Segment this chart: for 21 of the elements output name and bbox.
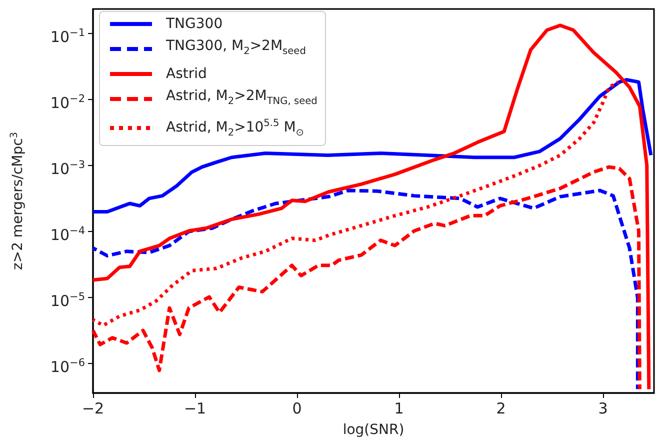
line-series [91,78,653,214]
y-tick-label: 10$^{−4}$ [50,224,85,245]
legend-label: TNG300, M$_{2}$>2M$_{seed}$ [166,37,306,59]
legend-label: Astrid [166,64,207,84]
x-tick-label: −2 [82,400,104,418]
x-tick-label: 0 [292,400,302,418]
legend-label: Astrid, M$_{2}$>10$^{5.5}$ M$_{⊙}$ [166,116,304,140]
x-axis-title: log(SNR) [342,422,404,438]
y-tick-label: 10$^{−6}$ [50,356,85,377]
legend-label: TNG300 [166,15,223,34]
x-tick-label: 2 [496,400,506,418]
x-tick-label: 3 [598,400,608,418]
line-series [91,80,620,328]
legend-label: Astrid, M$_{2}$>2M$_{TNG, seed}$ [166,86,318,109]
x-tick-label: 1 [394,400,404,418]
y-tick-label: 10$^{−5}$ [50,290,85,311]
y-tick-label: 10$^{−1}$ [50,26,85,47]
y-tick-label: 10$^{−2}$ [50,92,85,113]
x-tick-label: −1 [184,400,206,418]
y-axis-title: z>2 mergers/cMpc3 [8,132,26,270]
y-tick-label: 10$^{−3}$ [50,158,85,179]
